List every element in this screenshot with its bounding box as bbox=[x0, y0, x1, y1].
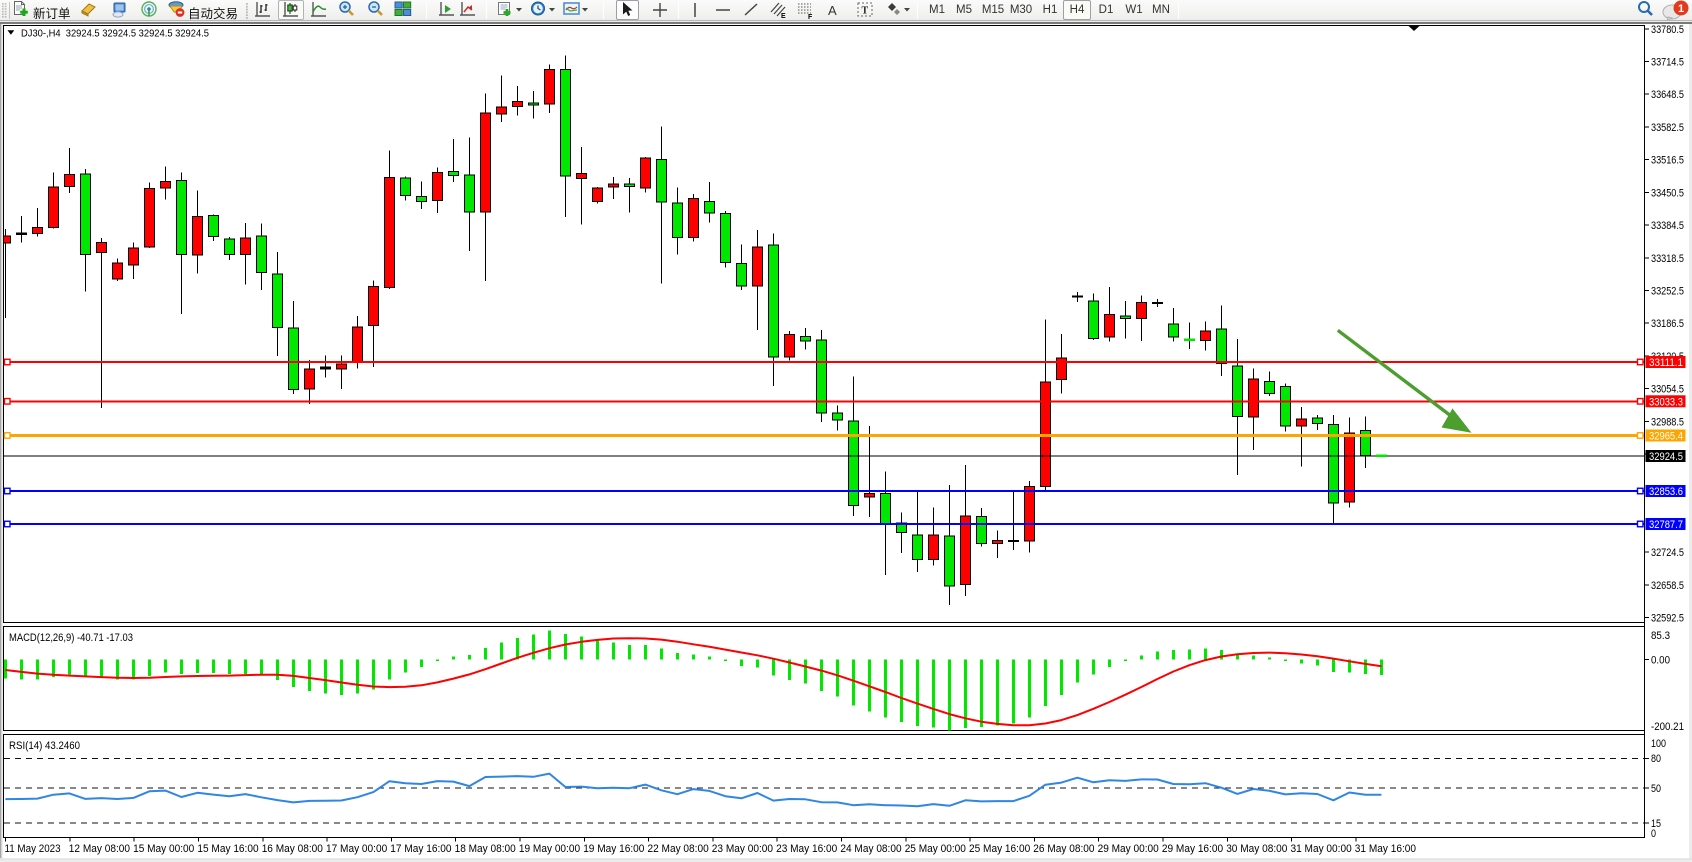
svg-text:33318.5: 33318.5 bbox=[1651, 253, 1684, 265]
svg-text:F: F bbox=[808, 14, 813, 21]
svg-text:33780.5: 33780.5 bbox=[1651, 24, 1684, 36]
svg-text:26 May 08:00: 26 May 08:00 bbox=[1033, 843, 1094, 855]
svg-text:32853.6: 32853.6 bbox=[1649, 486, 1683, 498]
svg-text:19 May 16:00: 19 May 16:00 bbox=[583, 843, 644, 855]
svg-text:33054.5: 33054.5 bbox=[1651, 384, 1684, 396]
svg-text:100: 100 bbox=[1651, 738, 1666, 750]
svg-text:32592.5: 32592.5 bbox=[1651, 613, 1684, 625]
svg-text:33186.5: 33186.5 bbox=[1651, 318, 1684, 330]
svg-text:31 May 16:00: 31 May 16:00 bbox=[1355, 843, 1416, 855]
svg-text:E: E bbox=[781, 13, 786, 20]
svg-text:33648.5: 33648.5 bbox=[1651, 89, 1684, 101]
svg-text:25 May 16:00: 25 May 16:00 bbox=[969, 843, 1030, 855]
svg-text:30 May 08:00: 30 May 08:00 bbox=[1226, 843, 1287, 855]
svg-text:15 May 00:00: 15 May 00:00 bbox=[133, 843, 194, 855]
svg-text:-200.21: -200.21 bbox=[1651, 721, 1684, 733]
svg-text:16 May 08:00: 16 May 08:00 bbox=[262, 843, 323, 855]
svg-text:33252.5: 33252.5 bbox=[1651, 285, 1684, 297]
svg-text:80: 80 bbox=[1651, 753, 1661, 765]
svg-text:MACD(12,26,9) -40.71 -17.03: MACD(12,26,9) -40.71 -17.03 bbox=[9, 632, 133, 644]
svg-text:32965.4: 32965.4 bbox=[1649, 431, 1683, 443]
svg-text:31 May 00:00: 31 May 00:00 bbox=[1291, 843, 1352, 855]
svg-text:0.00: 0.00 bbox=[1651, 655, 1670, 667]
svg-text:29 May 00:00: 29 May 00:00 bbox=[1098, 843, 1159, 855]
svg-text:50: 50 bbox=[1651, 783, 1661, 795]
svg-text:1: 1 bbox=[1678, 3, 1684, 15]
svg-text:32724.5: 32724.5 bbox=[1651, 547, 1684, 559]
svg-text:33450.5: 33450.5 bbox=[1651, 187, 1684, 199]
svg-text:23 May 16:00: 23 May 16:00 bbox=[776, 843, 837, 855]
svg-text:32658.5: 32658.5 bbox=[1651, 580, 1684, 592]
svg-text:32988.5: 32988.5 bbox=[1651, 416, 1684, 428]
svg-text:18 May 08:00: 18 May 08:00 bbox=[455, 843, 516, 855]
svg-text:17 May 00:00: 17 May 00:00 bbox=[326, 843, 387, 855]
svg-text:19 May 00:00: 19 May 00:00 bbox=[519, 843, 580, 855]
svg-text:23 May 00:00: 23 May 00:00 bbox=[712, 843, 773, 855]
svg-text:33033.3: 33033.3 bbox=[1649, 396, 1683, 408]
svg-text:DJ30-,H4 32924.5 32924.5 3292: DJ30-,H4 32924.5 32924.5 32924.5 32924.5 bbox=[21, 28, 209, 40]
svg-text:32787.7: 32787.7 bbox=[1649, 519, 1683, 531]
svg-text:RSI(14) 43.2460: RSI(14) 43.2460 bbox=[9, 740, 80, 752]
svg-text:25 May 00:00: 25 May 00:00 bbox=[905, 843, 966, 855]
svg-text:33111.1: 33111.1 bbox=[1649, 357, 1683, 369]
svg-text:33714.5: 33714.5 bbox=[1651, 57, 1684, 69]
svg-text:17 May 16:00: 17 May 16:00 bbox=[390, 843, 451, 855]
svg-text:22 May 08:00: 22 May 08:00 bbox=[648, 843, 709, 855]
svg-text:33516.5: 33516.5 bbox=[1651, 155, 1684, 167]
svg-text:29 May 16:00: 29 May 16:00 bbox=[1162, 843, 1223, 855]
svg-text:12 May 08:00: 12 May 08:00 bbox=[69, 843, 130, 855]
svg-text:11 May 2023: 11 May 2023 bbox=[5, 843, 61, 855]
svg-text:33582.5: 33582.5 bbox=[1651, 122, 1684, 134]
svg-text:T: T bbox=[862, 6, 869, 17]
svg-text:85.3: 85.3 bbox=[1651, 630, 1670, 642]
svg-text:15 May 16:00: 15 May 16:00 bbox=[197, 843, 258, 855]
svg-text:24 May 08:00: 24 May 08:00 bbox=[840, 843, 901, 855]
svg-text:33384.5: 33384.5 bbox=[1651, 220, 1684, 232]
svg-text:0: 0 bbox=[1651, 828, 1656, 840]
svg-text:32924.5: 32924.5 bbox=[1649, 451, 1683, 463]
svg-text:15: 15 bbox=[1651, 818, 1661, 830]
